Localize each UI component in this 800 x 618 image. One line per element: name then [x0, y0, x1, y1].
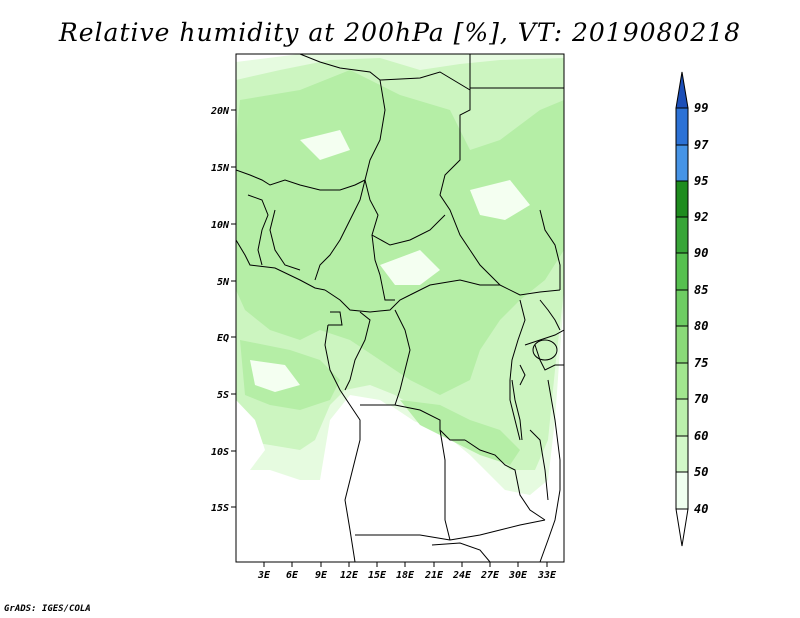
- colorbar: 40 50 60 70 75 80 85 90 92 95 97 99: [675, 71, 709, 547]
- humidity-field: [236, 54, 564, 562]
- colorbar-segment: [675, 180, 689, 218]
- lat-label: 15S: [211, 503, 229, 514]
- colorbar-upper-arrow: [675, 71, 689, 109]
- lon-label: 15E: [368, 570, 387, 581]
- colorbar-segment: [675, 289, 689, 327]
- colorbar-segment: [675, 471, 689, 510]
- lon-label: 21E: [424, 570, 444, 581]
- lat-label: 10N: [211, 220, 230, 231]
- colorbar-label: 70: [694, 392, 708, 406]
- colorbar-label: 90: [694, 246, 708, 260]
- grads-credit: GrADS: IGES/COLA: [4, 604, 91, 614]
- colorbar-segment: [675, 362, 689, 400]
- lakes: [511, 339, 558, 501]
- lat-label: 5N: [217, 277, 230, 288]
- colorbar-segment: [675, 252, 689, 291]
- country-borders: [236, 54, 564, 562]
- colorbar-segment: [675, 216, 689, 254]
- rh-band-60: [400, 400, 520, 465]
- colorbar-label: 80: [694, 319, 708, 333]
- colorbar-label: 97: [694, 138, 709, 152]
- rh-none: [236, 405, 564, 562]
- chart-title: Relative humidity at 200hPa [%], VT: 201…: [58, 18, 742, 47]
- colorbar-label: 60: [694, 429, 708, 443]
- lon-label: 3E: [257, 570, 271, 581]
- lon-label: 33E: [537, 570, 557, 581]
- colorbar-segment: [675, 107, 689, 146]
- lon-axis: 3E 6E 9E 12E 15E 18E 21E 24E 27E 30E 33E: [257, 562, 557, 581]
- lat-label: 5S: [217, 390, 229, 401]
- colorbar-segment: [675, 144, 689, 182]
- lon-label: 24E: [452, 570, 472, 581]
- lat-label: 15N: [211, 163, 230, 174]
- lat-label: 10S: [211, 447, 229, 458]
- colorbar-label: 40: [694, 502, 708, 516]
- lon-label: 27E: [480, 570, 500, 581]
- map-frame: [235, 53, 565, 563]
- colorbar-label: 75: [694, 356, 708, 370]
- lon-label: 12E: [340, 570, 359, 581]
- colorbar-label: 50: [694, 465, 708, 479]
- colorbar-segment: [675, 435, 689, 473]
- colorbar-label: 99: [694, 101, 708, 115]
- colorbar-label: 85: [694, 283, 708, 297]
- rh-none: [236, 400, 265, 470]
- rh-gap: [470, 180, 530, 220]
- lon-label: 9E: [315, 570, 328, 581]
- rh-gap: [250, 360, 300, 392]
- colorbar-segment: [675, 325, 689, 364]
- colorbar-segment: [675, 398, 689, 437]
- lon-label: 6E: [286, 570, 299, 581]
- lat-axis: 20N 15N 10N 5N EQ 5S 10S 15S: [210, 106, 236, 514]
- lat-label: EQ: [217, 333, 229, 344]
- lat-label: 20N: [210, 106, 230, 117]
- lon-label: 30E: [508, 570, 528, 581]
- colorbar-label: 92: [694, 210, 708, 224]
- rh-gap: [380, 250, 440, 285]
- colorbar-lower-arrow: [675, 508, 689, 547]
- rh-gap: [300, 130, 350, 160]
- colorbar-label: 95: [694, 174, 708, 188]
- lon-label: 18E: [396, 570, 415, 581]
